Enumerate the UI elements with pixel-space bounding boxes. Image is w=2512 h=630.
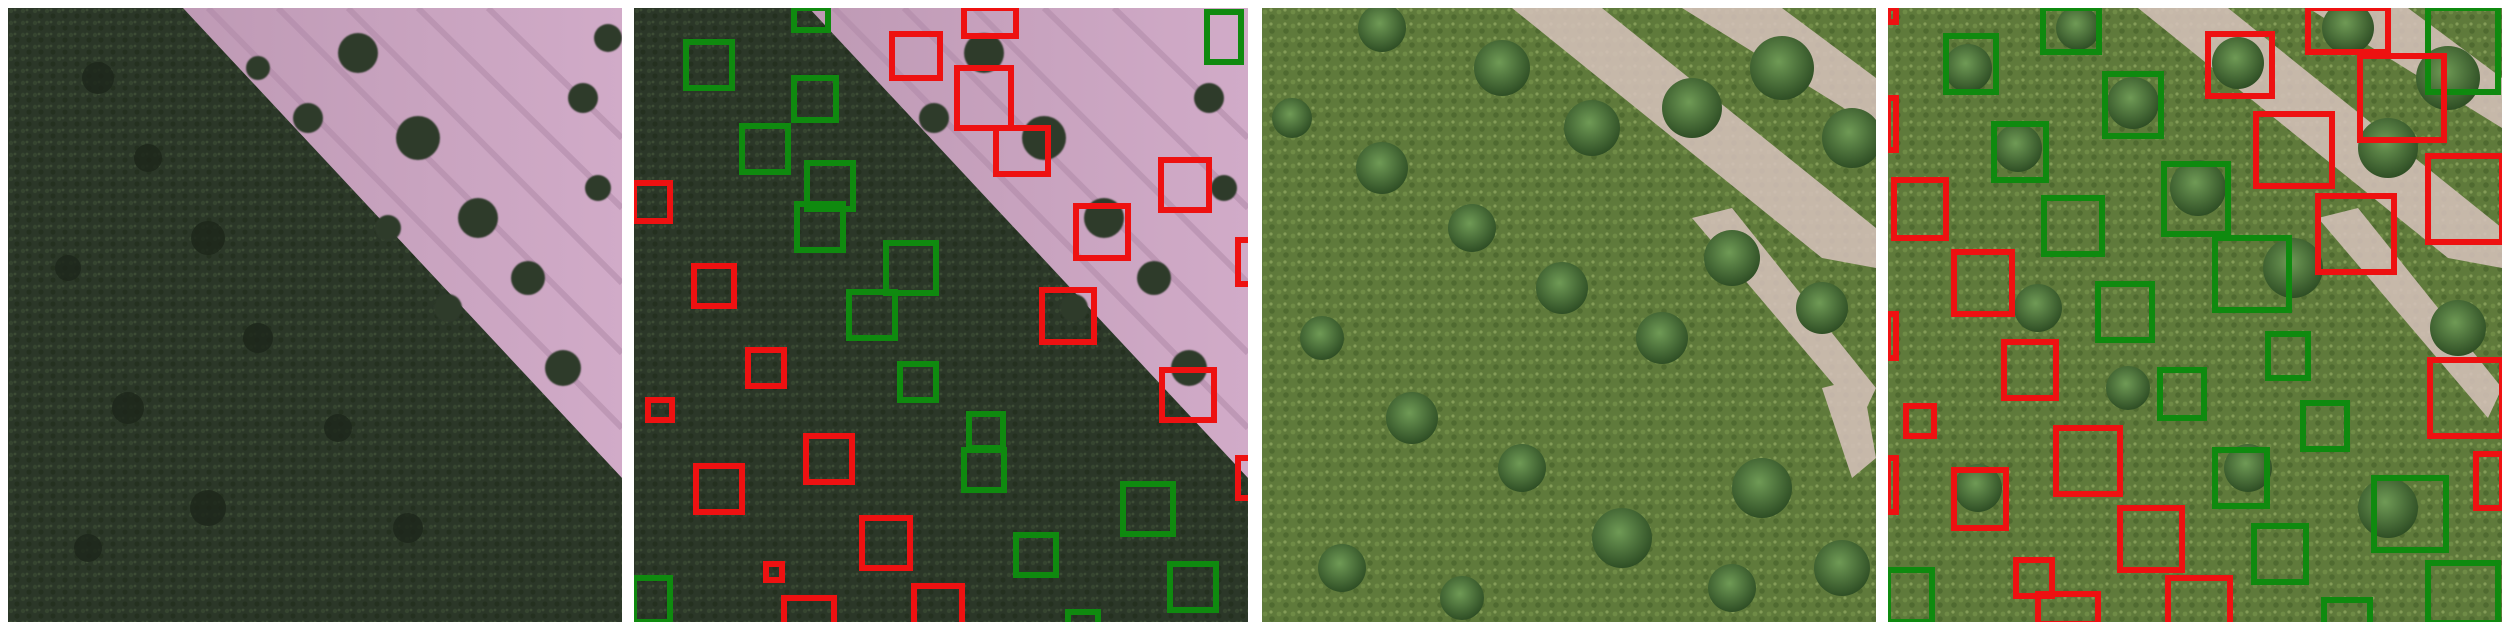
detection-box-red bbox=[2165, 575, 2233, 622]
detection-box-green bbox=[1065, 609, 1101, 622]
detection-box-green bbox=[2265, 331, 2311, 381]
red-detection-boxes bbox=[634, 8, 1248, 622]
detection-box-red bbox=[2253, 111, 2335, 189]
green-detection-boxes bbox=[1888, 8, 2501, 622]
red-detection-boxes bbox=[1888, 8, 2502, 622]
detection-box-green bbox=[794, 201, 846, 253]
detection-box-green bbox=[2300, 400, 2350, 452]
detection-box-red bbox=[1888, 455, 1899, 515]
detection-box-red bbox=[1073, 203, 1131, 261]
detection-box-red bbox=[2425, 153, 2502, 245]
detection-box-green bbox=[2212, 235, 2292, 313]
detection-box-red bbox=[2001, 339, 2059, 401]
detection-box-green bbox=[683, 39, 735, 91]
detection-box-green bbox=[2251, 523, 2309, 585]
detection-box-red bbox=[1158, 157, 1212, 213]
detection-box-red bbox=[859, 515, 913, 571]
detection-box-green bbox=[2425, 8, 2501, 95]
detection-box-red bbox=[1888, 8, 1899, 25]
green-original-canvas bbox=[1262, 8, 1876, 622]
detection-box-green bbox=[1120, 481, 1176, 537]
detection-box-red bbox=[781, 595, 837, 622]
detection-box-red bbox=[645, 397, 675, 423]
green-detection-boxes bbox=[634, 8, 1244, 622]
detection-box-red bbox=[1891, 177, 1949, 241]
detection-box-red bbox=[1888, 311, 1899, 361]
detection-box-green bbox=[2161, 161, 2231, 237]
detection-box-red bbox=[1951, 467, 2009, 531]
detection-box-red bbox=[1903, 403, 1937, 439]
detection-box-red bbox=[691, 263, 737, 309]
detection-box-green bbox=[897, 361, 939, 403]
detection-box-red bbox=[693, 463, 745, 515]
detection-box-red bbox=[1888, 95, 1899, 153]
detection-box-green bbox=[1167, 561, 1219, 613]
detection-box-red bbox=[1951, 249, 2015, 317]
detection-box-red bbox=[745, 347, 787, 389]
detection-box-green bbox=[846, 289, 898, 341]
detection-box-green bbox=[2040, 8, 2102, 55]
detection-box-green bbox=[2321, 597, 2373, 622]
detection-box-green bbox=[1013, 532, 1059, 578]
detection-box-green bbox=[1943, 33, 1999, 95]
detection-box-green bbox=[2102, 71, 2164, 139]
detection-box-green bbox=[961, 447, 1007, 493]
detection-box-red bbox=[1235, 455, 1248, 501]
detection-box-green bbox=[791, 75, 839, 123]
detection-box-red bbox=[2205, 31, 2275, 99]
detection-box-red bbox=[634, 180, 673, 224]
detection-box-green bbox=[791, 8, 831, 33]
detection-box-green bbox=[739, 123, 791, 175]
pink-annotated-canvas bbox=[634, 8, 1248, 622]
detection-box-red bbox=[1039, 287, 1097, 345]
aerial-image-pink-annotated bbox=[634, 8, 1248, 622]
detection-box-green bbox=[804, 160, 856, 212]
detection-box-red bbox=[2427, 357, 2502, 439]
detection-box-green bbox=[1991, 121, 2049, 183]
aerial-image-green-annotated bbox=[1888, 8, 2502, 622]
detection-box-red bbox=[889, 31, 943, 81]
green-annotated-canvas bbox=[1888, 8, 2502, 622]
detection-box-green bbox=[2425, 560, 2501, 622]
detection-box-red bbox=[1235, 237, 1248, 287]
aerial-image-green-original bbox=[1262, 8, 1876, 622]
detection-box-green bbox=[2157, 367, 2207, 421]
detection-box-green bbox=[634, 575, 673, 622]
detection-box-red bbox=[1159, 367, 1217, 423]
detection-box-red bbox=[911, 583, 965, 622]
detection-box-green bbox=[2041, 195, 2105, 257]
detection-box-green bbox=[883, 240, 939, 296]
detection-box-red bbox=[2035, 591, 2101, 622]
detection-box-red bbox=[954, 65, 1014, 131]
detection-box-green bbox=[2095, 281, 2155, 343]
detection-box-red bbox=[2053, 425, 2123, 497]
pink-original-canvas bbox=[8, 8, 622, 622]
detection-box-green bbox=[1888, 567, 1935, 622]
aerial-image-pink-original bbox=[8, 8, 622, 622]
detection-box-red bbox=[2013, 557, 2055, 599]
detection-box-green bbox=[1204, 9, 1244, 65]
detection-box-green bbox=[2212, 447, 2270, 509]
detection-box-red bbox=[2315, 193, 2397, 275]
detection-box-red bbox=[993, 125, 1051, 177]
detection-box-red bbox=[2117, 505, 2185, 573]
detection-box-red bbox=[2305, 8, 2391, 55]
detection-box-red bbox=[803, 433, 855, 485]
detection-box-red bbox=[2357, 53, 2447, 143]
detection-box-red bbox=[2473, 451, 2502, 511]
detection-box-red bbox=[961, 8, 1019, 39]
detection-box-green bbox=[2371, 475, 2449, 553]
detection-box-red bbox=[763, 561, 785, 583]
